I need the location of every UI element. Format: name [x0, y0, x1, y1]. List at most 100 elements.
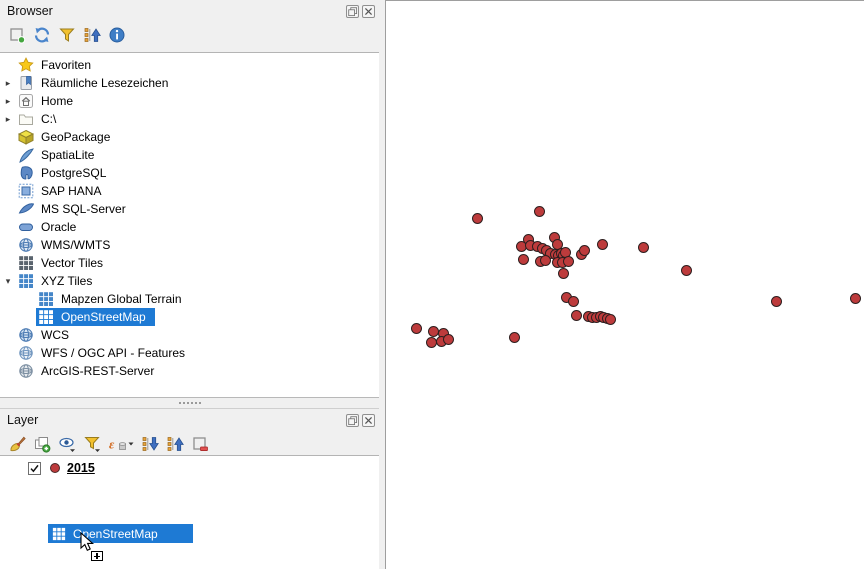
browser-item-geopackage[interactable]: GeoPackage	[0, 128, 379, 146]
map-point	[578, 244, 590, 256]
layer-toolbar: ε	[0, 431, 379, 457]
browser-item-postgresql[interactable]: PostgreSQL	[0, 164, 379, 182]
browser-item-label: Favoriten	[41, 58, 92, 72]
browser-item-label: WFS / OGC API - Features	[41, 346, 186, 360]
browser-item-label: Home	[41, 94, 74, 108]
browser-item-r-umliche-lesezeichen[interactable]: ▸ Räumliche Lesezeichen	[0, 74, 379, 92]
browser-item-label: WCS	[41, 328, 69, 342]
map-point	[770, 295, 782, 307]
filter-legend-button[interactable]	[83, 435, 101, 453]
expand-arrow-icon[interactable]: ▸	[5, 114, 11, 124]
map-point	[557, 267, 569, 279]
browser-item-label: C:\	[41, 112, 57, 126]
browser-item-xyz-tiles[interactable]: ▾ XYZ Tiles	[0, 272, 379, 290]
browser-close-button[interactable]	[362, 5, 375, 18]
browser-item-label: ArcGIS-REST-Server	[41, 364, 155, 378]
browser-item-c[interactable]: ▸ C:\	[0, 110, 379, 128]
arcgis-globe-icon	[18, 363, 34, 379]
properties-widget-button[interactable]	[108, 26, 126, 44]
xyz-tiles-icon	[18, 273, 34, 289]
map-point	[680, 264, 692, 276]
map-point	[442, 333, 454, 345]
postgresql-icon	[18, 165, 34, 181]
open-layer-styling-button[interactable]	[8, 435, 26, 453]
collapse-all-button[interactable]	[83, 26, 101, 44]
xyz-layer-icon	[38, 309, 54, 325]
browser-item-wms-wmts[interactable]: WMS/WMTS	[0, 236, 379, 254]
browser-item-ms-sql-server[interactable]: MS SQL-Server	[0, 200, 379, 218]
layer-name[interactable]: 2015	[67, 461, 95, 475]
wfs-globe-icon	[18, 345, 34, 361]
map-point	[410, 322, 422, 334]
browser-item-spatialite[interactable]: SpatiaLite	[0, 146, 379, 164]
map-point	[427, 325, 439, 337]
vector-tiles-icon	[18, 255, 34, 271]
collapse-arrow-icon[interactable]: ▾	[5, 276, 11, 286]
browser-panel: Browser Favoriten ▸ Räumliche	[0, 0, 379, 398]
drag-copy-plus-icon	[91, 551, 103, 561]
browser-item-oracle[interactable]: Oracle	[0, 218, 379, 236]
refresh-button[interactable]	[33, 26, 51, 44]
browser-item-openstreetmap[interactable]: OpenStreetMap	[0, 308, 379, 326]
add-selected-layers-button[interactable]	[8, 26, 26, 44]
browser-item-home[interactable]: ▸ Home	[0, 92, 379, 110]
browser-item-arcgis-rest-server[interactable]: ArcGIS-REST-Server	[0, 362, 379, 380]
browser-item-label: MS SQL-Server	[41, 202, 126, 216]
check-icon	[30, 464, 39, 472]
saphana-icon	[18, 183, 34, 199]
browser-item-favoriten[interactable]: Favoriten	[0, 56, 379, 74]
expand-all-button[interactable]	[141, 435, 159, 453]
map-point	[508, 331, 520, 343]
browser-tree: Favoriten ▸ Räumliche Lesezeichen ▸ Home ▸ …	[0, 52, 379, 397]
browser-item-wfs-ogc-api-features[interactable]: WFS / OGC API - Features	[0, 344, 379, 362]
browser-item-vector-tiles[interactable]: Vector Tiles	[0, 254, 379, 272]
browser-item-label: OpenStreetMap	[61, 310, 146, 324]
browser-item-label: WMS/WMTS	[41, 238, 111, 252]
dragged-openstreetmap-item[interactable]: OpenStreetMap	[48, 524, 193, 543]
layer-float-button[interactable]	[346, 414, 359, 427]
folder-icon	[18, 111, 34, 127]
browser-float-button[interactable]	[346, 5, 359, 18]
browser-item-wcs[interactable]: WCS	[0, 326, 379, 344]
xyz-tile-grid-icon	[52, 527, 66, 541]
expand-arrow-icon[interactable]: ▸	[5, 96, 11, 106]
layer-visibility-checkbox[interactable]	[28, 461, 41, 475]
layer-close-button[interactable]	[362, 414, 375, 427]
home-icon	[18, 93, 34, 109]
map-point	[570, 309, 582, 321]
wms-globe-icon	[18, 237, 34, 253]
add-group-button[interactable]	[33, 435, 51, 453]
collapse-all-button[interactable]	[166, 435, 184, 453]
map-point	[562, 255, 574, 267]
manage-map-themes-button[interactable]	[58, 435, 76, 453]
browser-item-label: GeoPackage	[41, 130, 111, 144]
expand-arrow-icon[interactable]: ▸	[5, 78, 11, 88]
star-icon	[18, 57, 34, 73]
browser-item-label: SpatiaLite	[41, 148, 95, 162]
map-point	[517, 253, 529, 265]
panel-splitter-handle[interactable]	[0, 397, 379, 408]
bookmark-icon	[18, 75, 34, 91]
map-point	[533, 205, 545, 217]
mouse-cursor-icon	[80, 532, 95, 552]
layer-legend-row-2015[interactable]: 2015	[0, 456, 379, 475]
layer-tree: 2015	[0, 455, 379, 569]
layer-panel-title-bar: Layer	[0, 409, 379, 431]
filter-browser-button[interactable]	[58, 26, 76, 44]
map-point	[425, 336, 437, 348]
map-point	[604, 313, 616, 325]
map-point	[567, 295, 579, 307]
geopackage-icon	[18, 129, 34, 145]
map-canvas[interactable]	[385, 0, 864, 569]
filter-expression-button[interactable]: ε	[108, 435, 134, 453]
map-point	[596, 238, 608, 250]
svg-text:ε: ε	[109, 437, 115, 452]
browser-item-sap-hana[interactable]: SAP HANA	[0, 182, 379, 200]
browser-item-mapzen-global-terrain[interactable]: Mapzen Global Terrain	[0, 290, 379, 308]
remove-layer-button[interactable]	[191, 435, 209, 453]
browser-panel-title-bar: Browser	[0, 0, 379, 22]
browser-toolbar	[0, 22, 379, 48]
browser-item-label: XYZ Tiles	[41, 274, 93, 288]
layer-panel: Layer ε	[0, 408, 379, 569]
